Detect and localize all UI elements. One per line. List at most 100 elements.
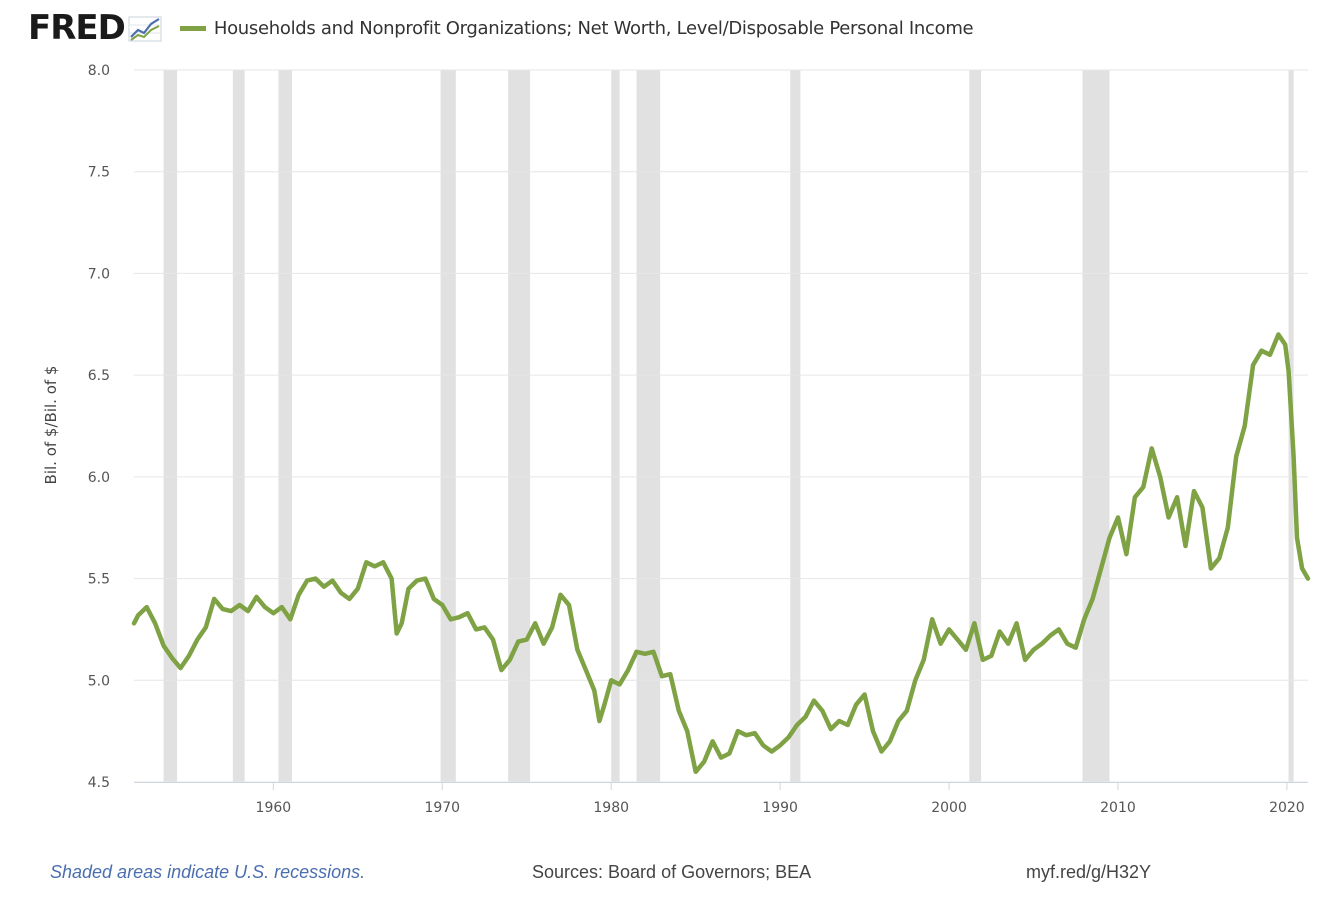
data-point[interactable] xyxy=(862,692,868,698)
legend-label[interactable]: Households and Nonprofit Organizations; … xyxy=(213,17,974,39)
data-point[interactable] xyxy=(549,624,555,630)
data-point[interactable] xyxy=(203,624,209,630)
data-point[interactable] xyxy=(904,708,910,714)
data-point[interactable] xyxy=(938,641,944,647)
data-point[interactable] xyxy=(988,653,994,659)
data-point[interactable] xyxy=(304,578,310,584)
data-point[interactable] xyxy=(659,673,665,679)
data-point[interactable] xyxy=(1259,348,1265,354)
data-point[interactable] xyxy=(1047,633,1053,639)
data-point[interactable] xyxy=(1208,565,1214,571)
data-point[interactable] xyxy=(329,578,335,584)
data-point[interactable] xyxy=(887,738,893,744)
data-point[interactable] xyxy=(1022,657,1028,663)
data-point[interactable] xyxy=(1115,515,1121,521)
data-point[interactable] xyxy=(625,667,631,673)
data-point[interactable] xyxy=(144,604,150,610)
data-point[interactable] xyxy=(634,649,640,655)
data-point[interactable] xyxy=(811,698,817,704)
data-point[interactable] xyxy=(515,639,521,645)
data-point[interactable] xyxy=(135,612,141,618)
data-point[interactable] xyxy=(431,596,437,602)
fred-logo[interactable]: FRED xyxy=(28,8,126,48)
data-point[interactable] xyxy=(389,576,395,582)
data-point[interactable] xyxy=(380,559,386,565)
series-line[interactable] xyxy=(131,332,1311,775)
data-point[interactable] xyxy=(710,738,716,744)
data-point[interactable] xyxy=(718,755,724,761)
data-point[interactable] xyxy=(574,647,580,653)
data-point[interactable] xyxy=(161,643,167,649)
data-point[interactable] xyxy=(399,620,405,626)
data-point[interactable] xyxy=(642,651,648,657)
data-point[interactable] xyxy=(596,718,602,724)
data-point[interactable] xyxy=(870,728,876,734)
data-point[interactable] xyxy=(836,718,842,724)
data-point[interactable] xyxy=(1123,551,1129,557)
data-point[interactable] xyxy=(794,722,800,728)
data-point[interactable] xyxy=(131,620,137,626)
data-point[interactable] xyxy=(448,616,454,622)
data-point[interactable] xyxy=(220,606,226,612)
data-point[interactable] xyxy=(296,592,302,598)
data-point[interactable] xyxy=(541,641,547,647)
data-point[interactable] xyxy=(650,649,656,655)
data-point[interactable] xyxy=(422,576,428,582)
data-point[interactable] xyxy=(1039,641,1045,647)
data-point[interactable] xyxy=(743,732,749,738)
short-link[interactable]: myf.red/g/H32Y xyxy=(1026,862,1152,882)
data-point[interactable] xyxy=(346,596,352,602)
data-point[interactable] xyxy=(1291,454,1297,460)
data-point[interactable] xyxy=(1299,565,1305,571)
data-point[interactable] xyxy=(601,702,607,708)
data-point[interactable] xyxy=(482,624,488,630)
data-point[interactable] xyxy=(946,626,952,632)
data-point[interactable] xyxy=(456,614,462,620)
data-point[interactable] xyxy=(237,602,243,608)
data-point[interactable] xyxy=(929,616,935,622)
data-point[interactable] xyxy=(667,671,673,677)
data-point[interactable] xyxy=(878,748,884,754)
data-point[interactable] xyxy=(693,769,699,775)
data-point[interactable] xyxy=(1056,626,1062,632)
data-point[interactable] xyxy=(253,594,259,600)
data-point[interactable] xyxy=(394,630,400,636)
data-point[interactable] xyxy=(169,655,175,661)
data-point[interactable] xyxy=(676,708,682,714)
data-point[interactable] xyxy=(701,759,707,765)
data-point[interactable] xyxy=(186,653,192,659)
data-point[interactable] xyxy=(786,734,792,740)
data-point[interactable] xyxy=(1286,368,1292,374)
data-point[interactable] xyxy=(287,616,293,622)
data-point[interactable] xyxy=(735,728,741,734)
data-point[interactable] xyxy=(1183,543,1189,549)
data-point[interactable] xyxy=(498,667,504,673)
data-point[interactable] xyxy=(1157,474,1163,480)
data-point[interactable] xyxy=(895,718,901,724)
data-point[interactable] xyxy=(1282,342,1288,348)
data-point[interactable] xyxy=(465,610,471,616)
data-point[interactable] xyxy=(177,665,183,671)
data-point[interactable] xyxy=(363,559,369,565)
data-point[interactable] xyxy=(760,742,766,748)
data-point[interactable] xyxy=(1073,645,1079,651)
data-point[interactable] xyxy=(1242,423,1248,429)
data-point[interactable] xyxy=(211,596,217,602)
data-point[interactable] xyxy=(921,657,927,663)
data-point[interactable] xyxy=(1005,641,1011,647)
data-point[interactable] xyxy=(1140,484,1146,490)
data-point[interactable] xyxy=(1149,445,1155,451)
data-point[interactable] xyxy=(1267,352,1273,358)
data-point[interactable] xyxy=(1191,488,1197,494)
data-point[interactable] xyxy=(1107,535,1113,541)
data-point[interactable] xyxy=(414,578,420,584)
data-point[interactable] xyxy=(439,602,445,608)
data-point[interactable] xyxy=(558,592,564,598)
data-point[interactable] xyxy=(473,626,479,632)
data-point[interactable] xyxy=(726,751,732,757)
data-point[interactable] xyxy=(963,647,969,653)
data-point[interactable] xyxy=(769,748,775,754)
data-point[interactable] xyxy=(1090,596,1096,602)
data-point[interactable] xyxy=(853,702,859,708)
data-point[interactable] xyxy=(1275,331,1281,337)
